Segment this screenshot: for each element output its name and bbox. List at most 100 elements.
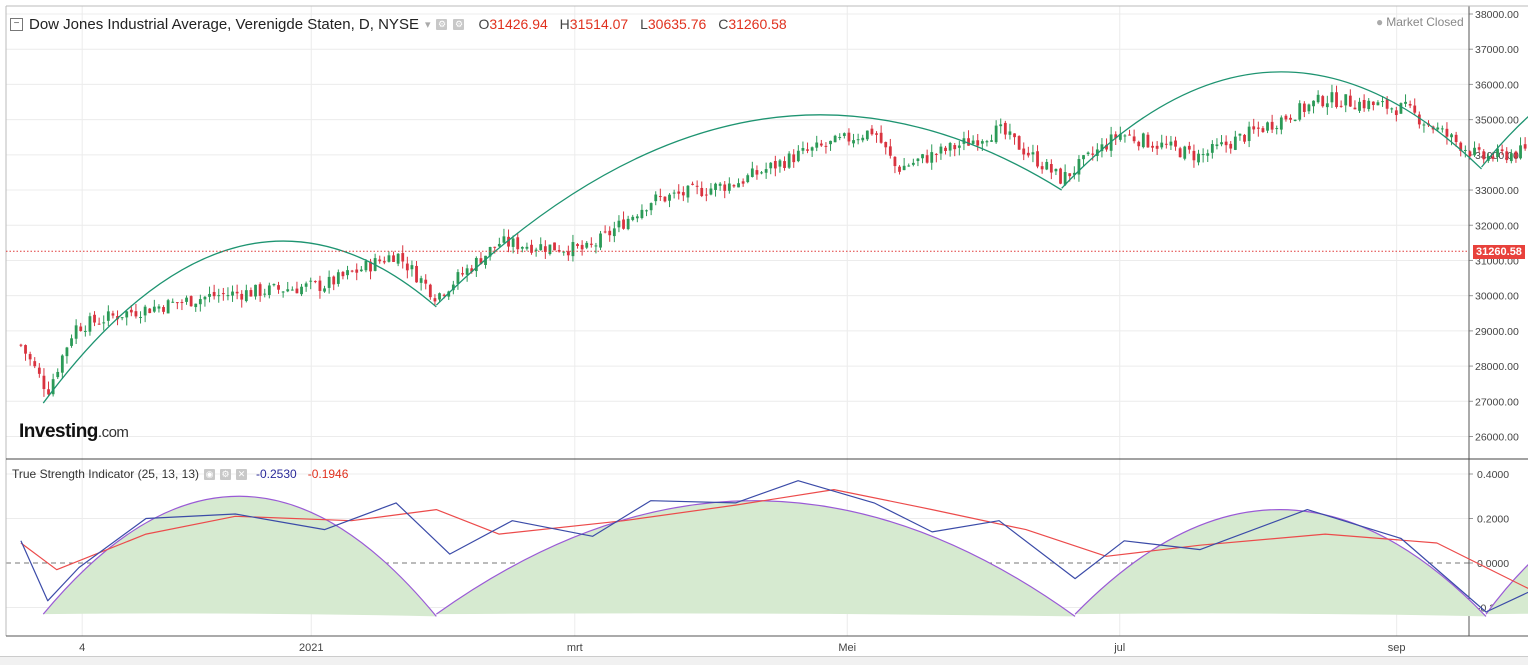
candle-body xyxy=(1505,151,1509,161)
candle-body xyxy=(129,309,133,313)
oscillator-arc-fill xyxy=(1075,509,1486,617)
candle-body xyxy=(359,269,363,272)
status-dot-icon: ● xyxy=(1376,15,1384,29)
candle-body xyxy=(461,273,464,275)
close-icon[interactable]: ✕ xyxy=(236,468,247,480)
candle-body xyxy=(884,142,888,148)
settings-icon[interactable]: ⚙ xyxy=(436,18,448,30)
collapse-box-icon[interactable]: − xyxy=(10,17,23,31)
candle-body xyxy=(1187,145,1191,150)
candle-body xyxy=(125,311,129,318)
candle-body xyxy=(1266,122,1269,131)
candle-body xyxy=(221,293,225,295)
candle-body xyxy=(806,149,809,151)
candle-body xyxy=(1440,128,1444,130)
candle-body xyxy=(773,160,777,169)
candle-body xyxy=(507,236,510,247)
candle-body xyxy=(1325,103,1329,108)
candle-body xyxy=(120,317,124,319)
candle-body xyxy=(194,303,198,308)
candle-body xyxy=(1059,168,1062,184)
candle-body xyxy=(1137,141,1141,147)
candle-body xyxy=(571,242,575,257)
candle-body xyxy=(1293,119,1297,122)
candle-body xyxy=(1353,107,1357,110)
cycle-arc xyxy=(1481,116,1528,168)
candle-body xyxy=(681,192,685,196)
candle-body xyxy=(663,196,667,202)
candle-body xyxy=(672,192,676,194)
candle-body xyxy=(79,326,83,331)
candle-body xyxy=(1509,153,1513,162)
tsi-tick-label: 0.2000 xyxy=(1477,514,1509,526)
y-tick-label: 36000.00 xyxy=(1475,79,1519,91)
candle-body xyxy=(19,344,23,346)
candle-body xyxy=(1017,136,1021,150)
candle-body xyxy=(1284,115,1288,120)
candle-body xyxy=(902,165,906,171)
candle-body xyxy=(1049,164,1053,173)
candle-body xyxy=(1252,126,1256,130)
indicator-header: True Strength Indicator (25, 13, 13) ◉ ⚙… xyxy=(12,467,348,481)
chevron-down-icon[interactable]: ▾ xyxy=(424,18,431,31)
candle-body xyxy=(819,143,823,146)
candle-body xyxy=(1408,103,1412,106)
candle-body xyxy=(658,196,662,198)
candle-body xyxy=(1307,104,1311,112)
price-panel xyxy=(6,6,1469,456)
candle-body xyxy=(502,236,506,243)
market-status: ● Market Closed xyxy=(1376,15,1464,29)
candle-body xyxy=(971,140,975,144)
candle-body xyxy=(1013,133,1016,138)
candle-body xyxy=(185,297,188,302)
candle-body xyxy=(1054,168,1058,172)
candle-body xyxy=(870,128,874,135)
candle-body xyxy=(1206,153,1210,156)
candle-body xyxy=(921,154,924,159)
candle-body xyxy=(1224,141,1228,146)
candle-body xyxy=(387,255,391,262)
candle-body xyxy=(737,183,740,188)
oscillator-arc-fill xyxy=(436,500,1076,617)
candle-body xyxy=(37,367,41,374)
indicator-title: True Strength Indicator (25, 13, 13) xyxy=(12,467,199,481)
candle-body xyxy=(838,137,842,139)
y-tick-label: 29000.00 xyxy=(1475,326,1519,338)
candle-body xyxy=(258,284,262,296)
candle-body xyxy=(1394,110,1398,116)
candle-body xyxy=(1183,146,1187,159)
candle-body xyxy=(249,290,253,297)
candle-body xyxy=(1118,133,1122,140)
candle-body xyxy=(438,293,441,300)
candle-body xyxy=(1321,96,1325,107)
y-tick-label: 28000.00 xyxy=(1475,361,1519,373)
candle-body xyxy=(433,298,437,302)
candle-body xyxy=(484,255,487,265)
candle-body xyxy=(635,216,639,219)
candle-body xyxy=(470,268,474,272)
gear-icon[interactable]: ⚙ xyxy=(453,18,465,30)
candle-body xyxy=(497,243,501,247)
candle-body xyxy=(139,316,142,318)
candle-body xyxy=(226,295,230,297)
candle-body xyxy=(424,279,428,284)
candle-body xyxy=(277,285,280,290)
candle-body xyxy=(967,138,970,146)
tsi-line xyxy=(20,480,1528,613)
candle-body xyxy=(852,140,855,144)
settings-icon[interactable]: ⚙ xyxy=(220,468,231,480)
eye-icon[interactable]: ◉ xyxy=(204,468,215,480)
candle-body xyxy=(157,306,161,309)
candle-body xyxy=(1086,152,1090,155)
candle-body xyxy=(1146,134,1150,148)
cycle-arc xyxy=(1061,71,1482,189)
candle-body xyxy=(1247,126,1251,142)
candle-body xyxy=(516,237,520,250)
candle-body xyxy=(1459,142,1463,151)
candle-body xyxy=(888,146,892,156)
candle-body xyxy=(704,194,708,196)
candle-body xyxy=(976,140,980,146)
candle-body xyxy=(810,147,814,151)
oscillator-arc xyxy=(1074,509,1487,617)
